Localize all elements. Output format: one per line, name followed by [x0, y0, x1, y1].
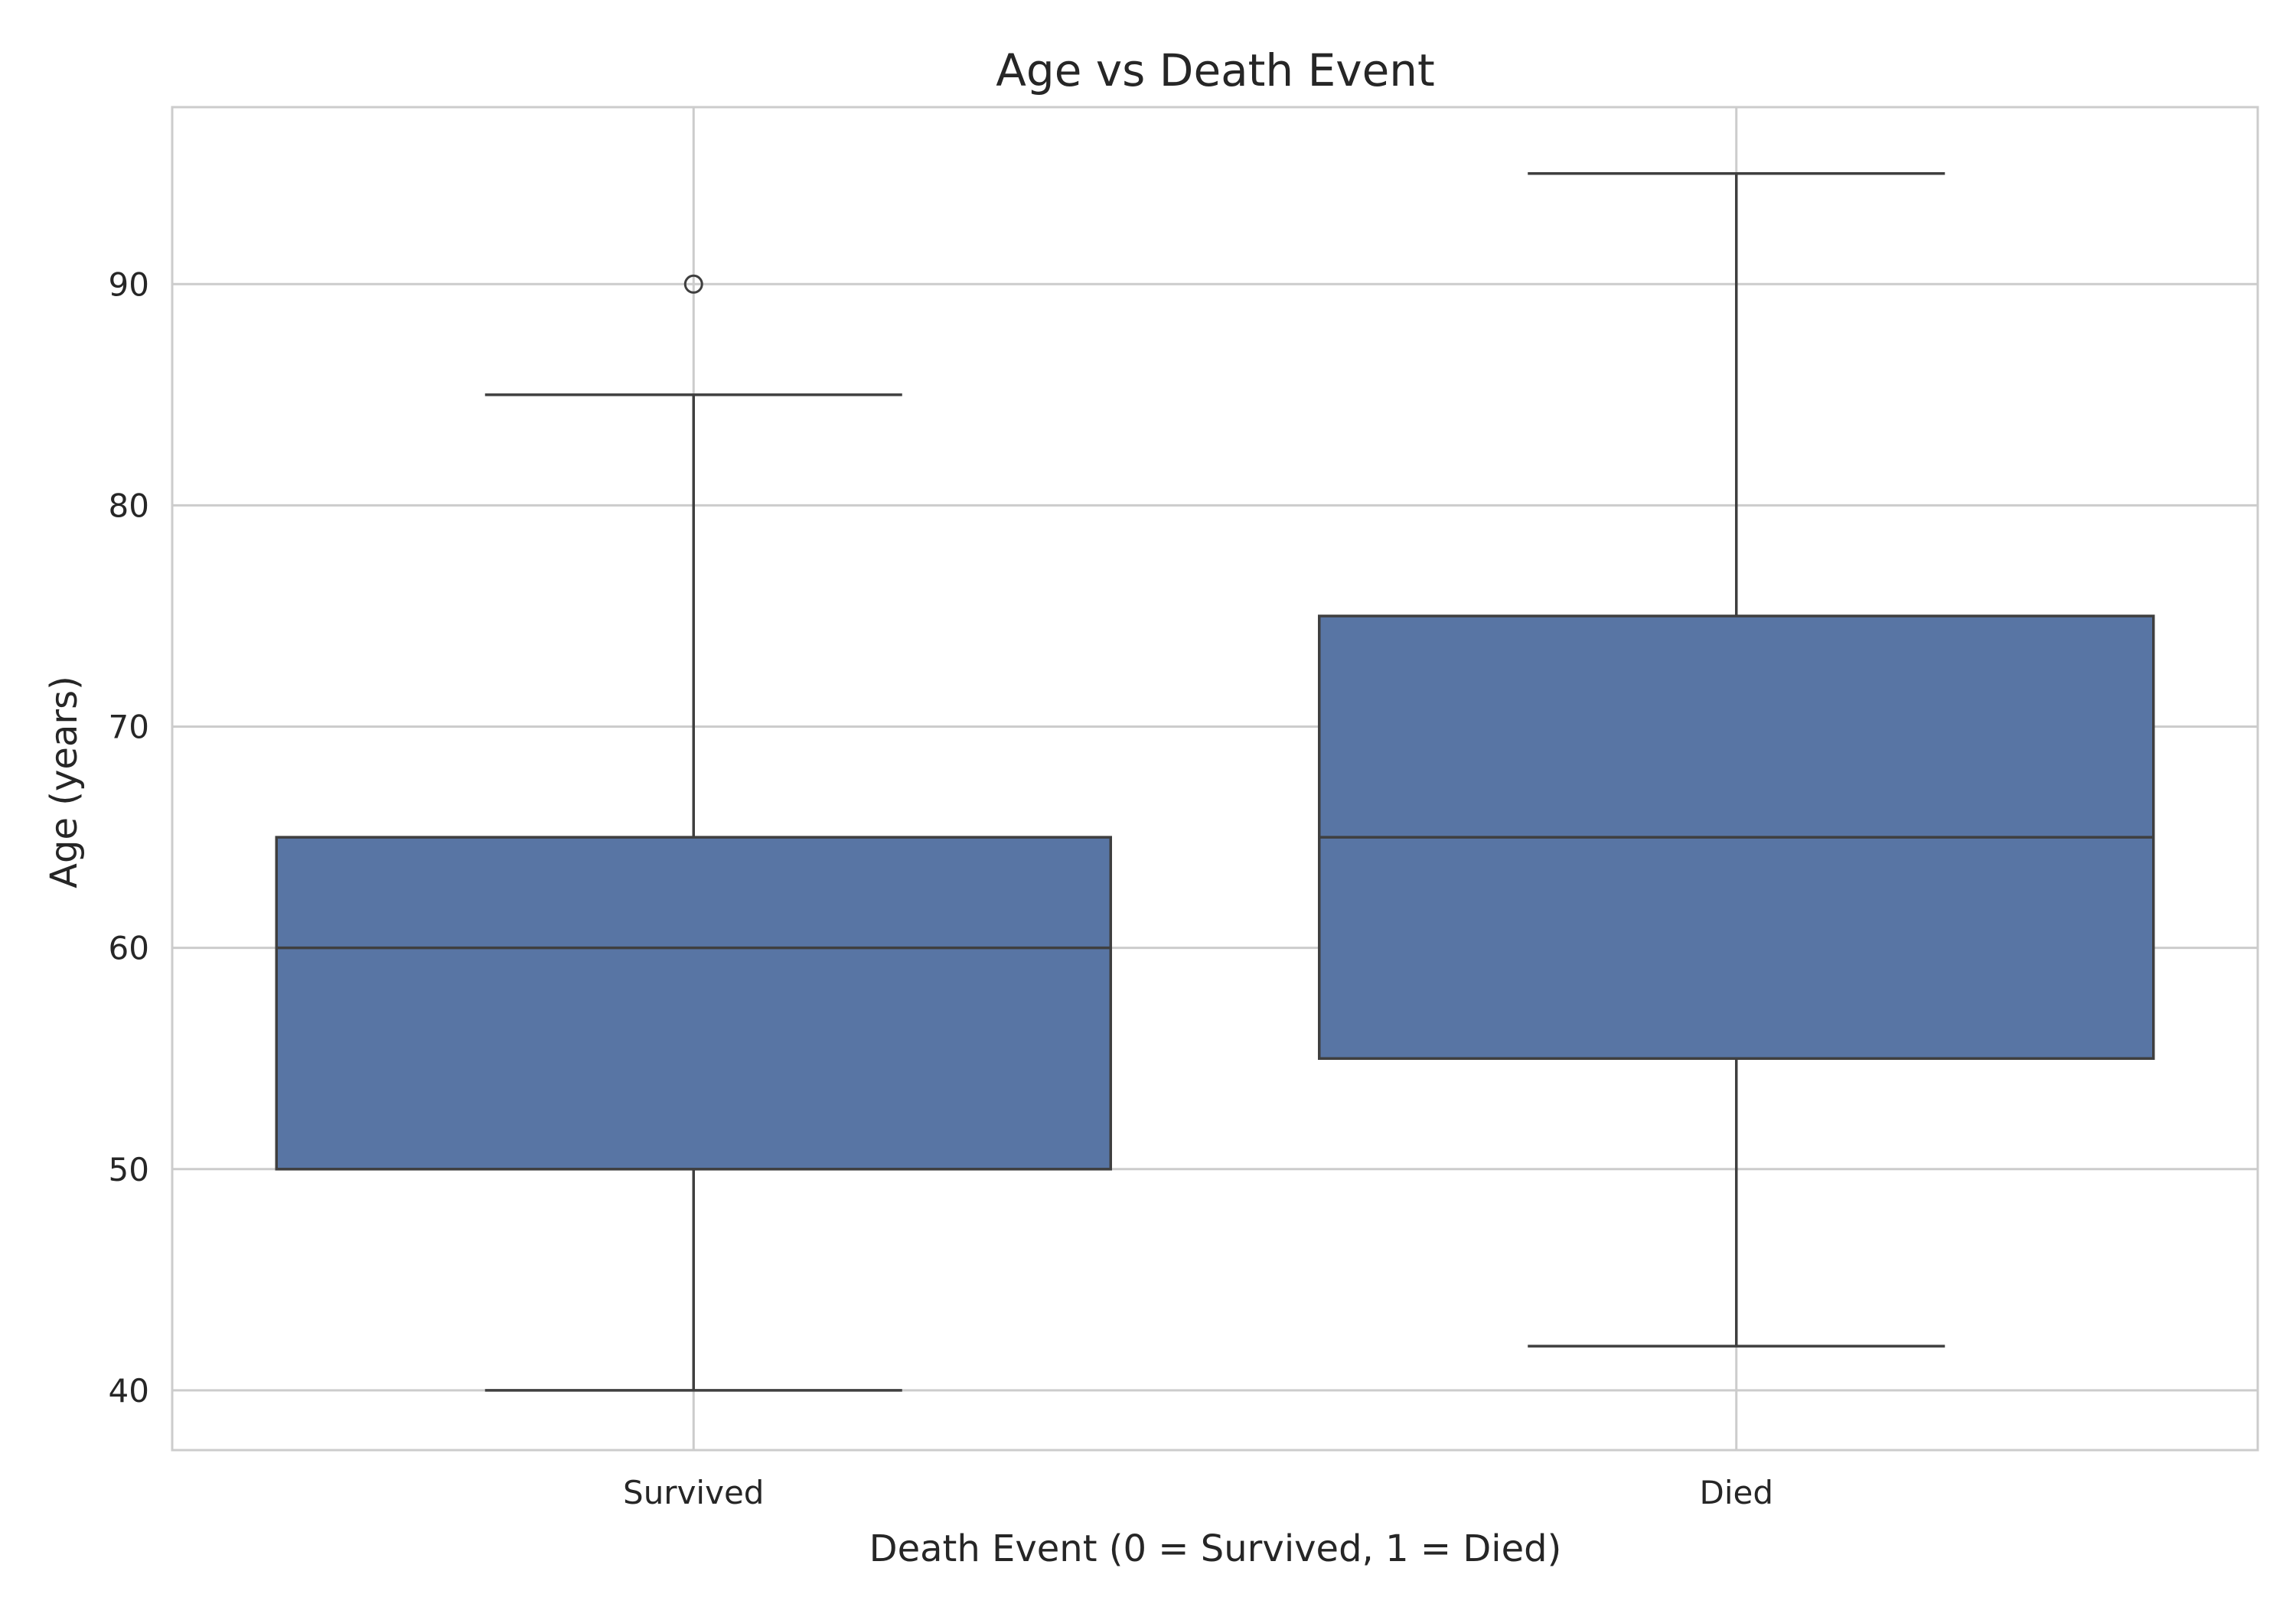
x-tick-label-survived: Survived: [623, 1474, 764, 1511]
boxes: [275, 171, 2155, 1392]
x-tick-labels: Survived Died: [623, 1474, 1773, 1511]
iqr-box-survived: [275, 836, 1112, 1171]
y-tick-label-70: 70: [109, 709, 149, 746]
y-tick-label-50: 50: [109, 1151, 149, 1188]
y-tick-label-40: 40: [109, 1372, 149, 1410]
y-tick-label-80: 80: [109, 487, 149, 524]
outlier-point-survived-0: [683, 274, 703, 294]
plot-frame: [171, 106, 2259, 1452]
y-tick-label-90: 90: [109, 266, 149, 303]
box-group-survived: [275, 274, 1112, 1392]
y-axis-label: Age (years): [43, 676, 86, 888]
chart-title: Age vs Death Event: [996, 44, 1435, 96]
x-axis-label: Death Event (0 = Survived, 1 = Died): [869, 1527, 1562, 1570]
y-tick-label-60: 60: [109, 930, 149, 967]
x-tick-label-died: Died: [1699, 1474, 1773, 1511]
box-group-died: [1318, 171, 2155, 1348]
y-tick-labels: 40 50 60 70 80 90: [109, 266, 149, 1410]
